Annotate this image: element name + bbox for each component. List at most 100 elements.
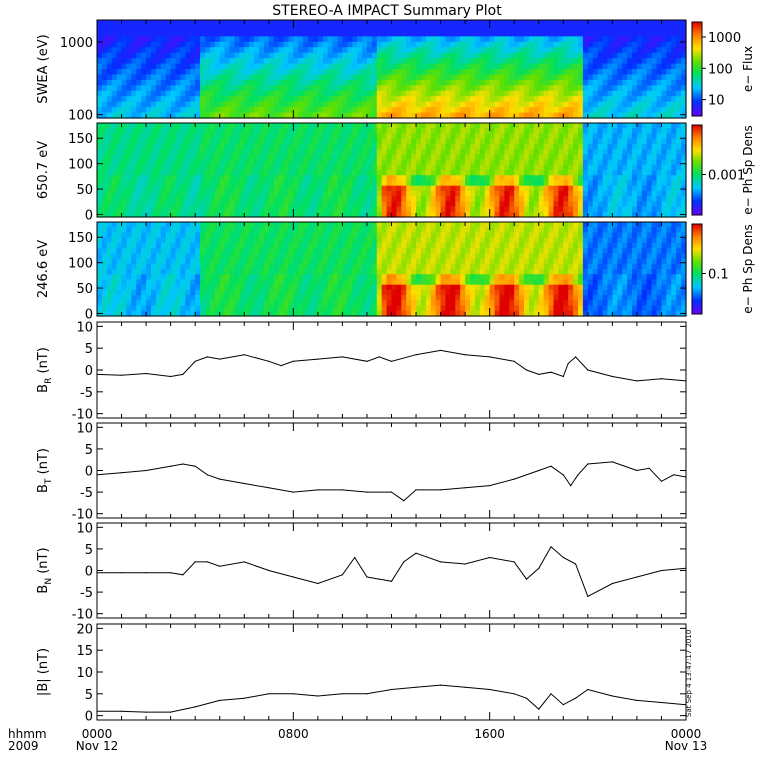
heatmap-cell xyxy=(195,90,201,97)
heatmap-cell xyxy=(195,101,201,108)
heatmap-cell xyxy=(401,196,407,202)
heatmap-cell xyxy=(116,47,123,54)
heatmap-cell xyxy=(371,79,378,86)
heatmap-cell xyxy=(460,74,466,81)
heatmap-cell xyxy=(558,47,564,54)
heatmap-cell xyxy=(337,25,344,32)
heatmap-cell xyxy=(519,69,525,76)
heatmap-cell xyxy=(460,175,466,182)
heatmap-cell xyxy=(116,211,123,218)
heatmap-cell xyxy=(268,63,275,70)
heatmap-cell xyxy=(106,143,113,150)
heatmap-cell xyxy=(474,25,481,32)
heatmap-cell xyxy=(578,90,584,97)
heatmap-cell xyxy=(97,52,103,59)
heatmap-cell xyxy=(602,36,609,43)
heatmap-cell xyxy=(160,90,167,97)
heatmap-cell xyxy=(435,201,442,208)
heatmap-cell xyxy=(406,112,412,119)
heatmap-cell xyxy=(327,206,334,213)
heatmap-cell xyxy=(514,159,520,166)
heatmap-cell xyxy=(401,36,407,43)
heatmap-cell xyxy=(371,196,378,202)
heatmap-cell xyxy=(273,47,280,54)
heatmap-cell xyxy=(578,149,584,155)
heatmap-cell xyxy=(160,63,167,70)
heatmap-cell xyxy=(155,237,162,244)
heatmap-cell xyxy=(582,149,589,155)
heatmap-cell xyxy=(474,101,481,108)
heatmap-cell xyxy=(524,47,530,54)
heatmap-cell xyxy=(681,25,687,32)
heatmap-cell xyxy=(366,90,373,97)
heatmap-cell xyxy=(180,196,186,202)
heatmap-cell xyxy=(528,180,535,187)
heatmap-cell xyxy=(185,79,191,86)
heatmap-cell xyxy=(150,143,157,150)
heatmap-cell xyxy=(278,47,285,54)
heatmap-cell xyxy=(254,123,260,129)
heatmap-cell xyxy=(568,41,574,48)
heatmap-cell xyxy=(514,20,520,27)
heatmap-cell xyxy=(357,190,363,197)
heatmap-cell xyxy=(617,201,623,208)
heatmap-cell xyxy=(204,52,211,59)
heatmap-cell xyxy=(116,143,123,150)
heatmap-cell xyxy=(97,36,103,43)
heatmap-cell xyxy=(371,211,378,218)
heatmap-cell xyxy=(224,253,231,260)
heatmap-cell xyxy=(396,154,402,161)
heatmap-cell xyxy=(450,69,456,76)
heatmap-cell xyxy=(509,96,515,103)
heatmap-cell xyxy=(131,90,137,97)
heatmap-cell xyxy=(273,190,280,197)
heatmap-cell xyxy=(239,284,245,291)
heatmap-cell xyxy=(612,185,618,192)
heatmap-cell xyxy=(587,25,594,32)
heatmap-cell xyxy=(175,25,182,32)
heatmap-cell xyxy=(666,211,672,218)
heatmap-cell xyxy=(578,41,584,48)
heatmap-cell xyxy=(224,128,231,135)
heatmap-cell xyxy=(656,201,663,208)
heatmap-cell xyxy=(470,133,476,140)
heatmap-cell xyxy=(97,196,103,202)
heatmap-cell xyxy=(366,185,373,192)
heatmap-cell xyxy=(293,133,299,140)
heatmap-cell xyxy=(558,101,564,108)
heatmap-cell xyxy=(524,101,530,108)
heatmap-cell xyxy=(597,79,604,86)
heatmap-cell xyxy=(214,107,221,114)
heatmap-cell xyxy=(224,237,231,244)
heatmap-cell xyxy=(249,36,255,43)
heatmap-cell xyxy=(136,112,142,119)
heatmap-cell xyxy=(155,58,162,65)
heatmap-cell xyxy=(131,170,137,176)
heatmap-cell xyxy=(180,154,186,161)
heatmap-cell xyxy=(342,36,348,43)
heatmap-cell xyxy=(641,196,648,202)
heatmap-cell xyxy=(347,138,353,145)
heatmap-cell xyxy=(258,52,265,59)
heatmap-cell xyxy=(362,196,368,202)
heatmap-cell xyxy=(627,107,633,114)
heatmap-cell xyxy=(101,206,108,213)
heatmap-cell xyxy=(465,52,471,59)
heatmap-cell xyxy=(479,36,486,43)
heatmap-cell xyxy=(308,36,314,43)
heatmap-cell xyxy=(200,227,206,234)
heatmap-cell xyxy=(219,206,226,213)
heatmap-cell xyxy=(440,52,447,59)
heatmap-cell xyxy=(553,128,559,135)
heatmap-cell xyxy=(106,149,113,155)
heatmap-cell xyxy=(548,180,555,187)
heatmap-cell xyxy=(150,90,157,97)
heatmap-cell xyxy=(249,63,255,70)
heatmap-cell xyxy=(312,128,319,135)
heatmap-cell xyxy=(190,52,196,59)
heatmap-cell xyxy=(455,128,461,135)
heatmap-cell xyxy=(141,237,147,244)
heatmap-cell xyxy=(239,269,245,275)
heatmap-cell xyxy=(254,79,260,86)
heatmap-cell xyxy=(445,170,451,176)
